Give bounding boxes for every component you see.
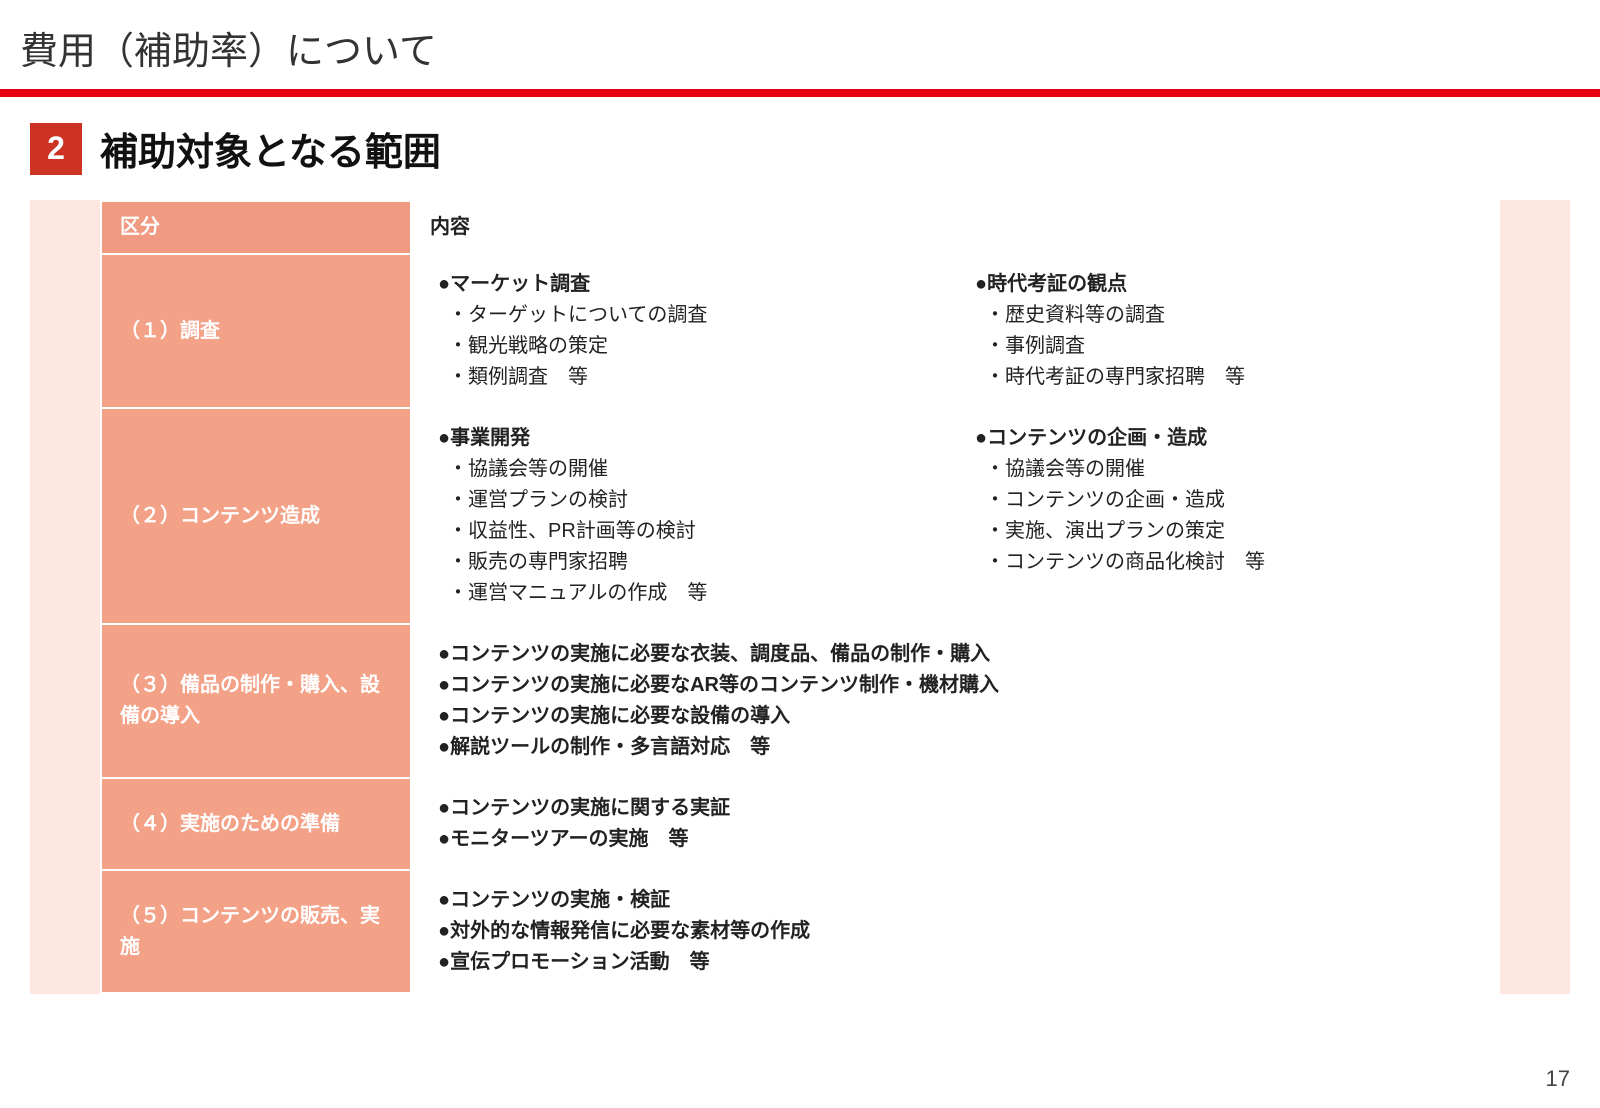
- content-right: ●時代考証の観点 ・歴史資料等の調査 ・事例調査 ・時代考証の専門家招聘 等: [975, 269, 1472, 393]
- content-item: ・協議会等の開催: [438, 454, 935, 485]
- category-cell: （４）実施のための準備: [101, 778, 411, 870]
- content-item: ●モニターツアーの実施 等: [438, 824, 1472, 855]
- table-wrap: 区分 内容 （１）調査 ●マーケット調査 ・ターゲットについての調査 ・観光戦略…: [30, 200, 1570, 994]
- content-item: ・事例調査: [975, 331, 1472, 362]
- content-left: ●マーケット調査 ・ターゲットについての調査 ・観光戦略の策定 ・類例調査 等: [438, 269, 935, 393]
- content-right: ●コンテンツの企画・造成 ・協議会等の開催 ・コンテンツの企画・造成 ・実施、演…: [975, 423, 1472, 609]
- content-item: ・運営プランの検討: [438, 485, 935, 516]
- content-item: ・実施、演出プランの策定: [975, 516, 1472, 547]
- table-row: （２）コンテンツ造成 ●事業開発 ・協議会等の開催 ・運営プランの検討 ・収益性…: [101, 408, 1499, 624]
- content-heading: ●事業開発: [438, 423, 935, 454]
- content-item: ・ターゲットについての調査: [438, 300, 935, 331]
- table-row: （１）調査 ●マーケット調査 ・ターゲットについての調査 ・観光戦略の策定 ・類…: [101, 254, 1499, 408]
- content-item: ●コンテンツの実施に必要な衣装、調度品、備品の制作・購入: [438, 639, 1472, 670]
- page-title: 費用（補助率）について: [0, 0, 1600, 89]
- category-cell: （１）調査: [101, 254, 411, 408]
- content-item: ・歴史資料等の調査: [975, 300, 1472, 331]
- content-cell: ●コンテンツの実施に必要な衣装、調度品、備品の制作・購入 ●コンテンツの実施に必…: [411, 624, 1499, 778]
- content-item: ・運営マニュアルの作成 等: [438, 578, 935, 609]
- content-item: ・コンテンツの企画・造成: [975, 485, 1472, 516]
- content-item: ●コンテンツの実施に必要なAR等のコンテンツ制作・機材購入: [438, 670, 1472, 701]
- scope-table: 区分 内容 （１）調査 ●マーケット調査 ・ターゲットについての調査 ・観光戦略…: [100, 200, 1500, 994]
- content-item: ●コンテンツの実施に必要な設備の導入: [438, 701, 1472, 732]
- category-cell: （３）備品の制作・購入、設備の導入: [101, 624, 411, 778]
- content-item: ●コンテンツの実施・検証: [438, 885, 1472, 916]
- section: 2 補助対象となる範囲 区分 内容 （１）調査 ●マーケット調査: [0, 97, 1600, 994]
- section-title: 補助対象となる範囲: [100, 121, 441, 176]
- table-row: （４）実施のための準備 ●コンテンツの実施に関する実証 ●モニターツアーの実施 …: [101, 778, 1499, 870]
- content-item: ●解説ツールの制作・多言語対応 等: [438, 732, 1472, 763]
- content-heading: ●コンテンツの企画・造成: [975, 423, 1472, 454]
- content-cell: ●事業開発 ・協議会等の開催 ・運営プランの検討 ・収益性、PR計画等の検討 ・…: [411, 408, 1499, 624]
- content-heading: ●マーケット調査: [438, 269, 935, 300]
- content-heading: ●時代考証の観点: [975, 269, 1472, 300]
- content-item: ・協議会等の開催: [975, 454, 1472, 485]
- table-header-row: 区分 内容: [101, 201, 1499, 254]
- content-item: ●対外的な情報発信に必要な素材等の作成: [438, 916, 1472, 947]
- section-number-box: 2: [30, 123, 82, 175]
- content-left: ●事業開発 ・協議会等の開催 ・運営プランの検討 ・収益性、PR計画等の検討 ・…: [438, 423, 935, 609]
- table-row: （５）コンテンツの販売、実施 ●コンテンツの実施・検証 ●対外的な情報発信に必要…: [101, 870, 1499, 993]
- content-item: ・類例調査 等: [438, 362, 935, 393]
- content-cell: ●コンテンツの実施に関する実証 ●モニターツアーの実施 等: [411, 778, 1499, 870]
- table-row: （３）備品の制作・購入、設備の導入 ●コンテンツの実施に必要な衣装、調度品、備品…: [101, 624, 1499, 778]
- content-item: ●宣伝プロモーション活動 等: [438, 947, 1472, 978]
- table-header-content: 内容: [411, 201, 1499, 254]
- content-item: ・時代考証の専門家招聘 等: [975, 362, 1472, 393]
- page-number: 17: [1546, 1066, 1570, 1092]
- table-header-category: 区分: [101, 201, 411, 254]
- content-item: ・販売の専門家招聘: [438, 547, 935, 578]
- content-item: ・収益性、PR計画等の検討: [438, 516, 935, 547]
- category-cell: （５）コンテンツの販売、実施: [101, 870, 411, 993]
- section-header: 2 補助対象となる範囲: [30, 121, 1570, 176]
- red-rule: [0, 89, 1600, 97]
- content-cell: ●マーケット調査 ・ターゲットについての調査 ・観光戦略の策定 ・類例調査 等 …: [411, 254, 1499, 408]
- content-item: ・観光戦略の策定: [438, 331, 935, 362]
- content-item: ・コンテンツの商品化検討 等: [975, 547, 1472, 578]
- content-cell: ●コンテンツの実施・検証 ●対外的な情報発信に必要な素材等の作成 ●宣伝プロモー…: [411, 870, 1499, 993]
- category-cell: （２）コンテンツ造成: [101, 408, 411, 624]
- content-item: ●コンテンツの実施に関する実証: [438, 793, 1472, 824]
